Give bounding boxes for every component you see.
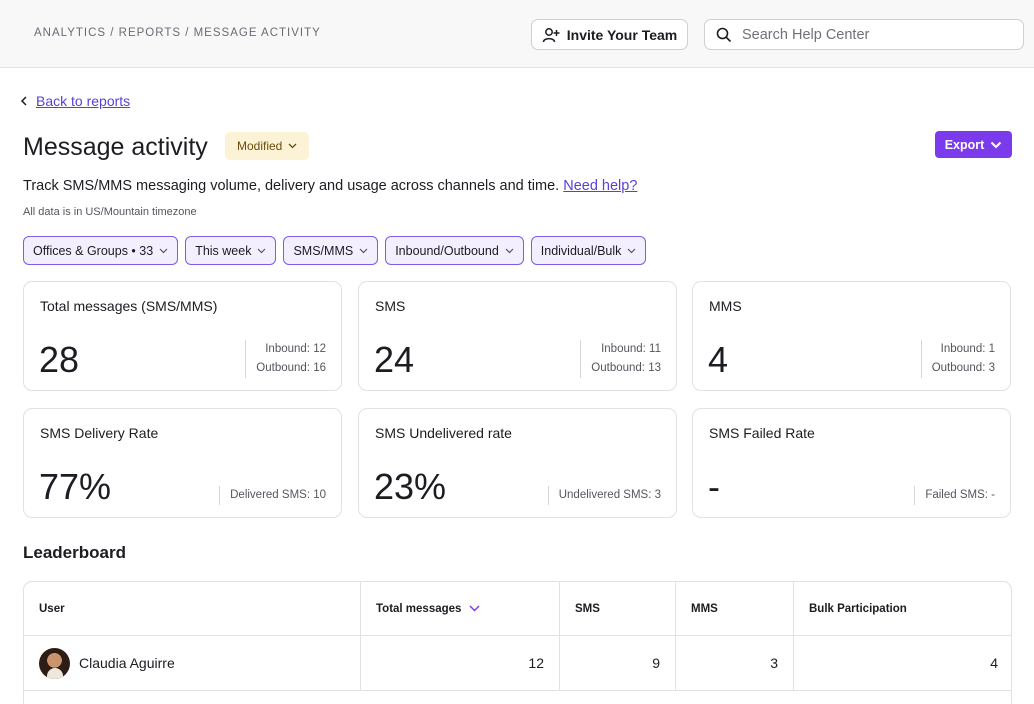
- filter-label: SMS/MMS: [293, 243, 354, 258]
- table-header-row: User Total messages SMS MMS Bulk Partici…: [24, 582, 1011, 636]
- stat-inbound: Inbound: 1: [940, 343, 995, 355]
- total-messages-cell: 12: [361, 636, 560, 690]
- stat-inbound: Inbound: 11: [601, 343, 661, 355]
- column-header-sms[interactable]: SMS: [560, 582, 676, 635]
- stat-delivered: Delivered SMS: 10: [230, 489, 326, 501]
- add-user-icon: [542, 27, 560, 42]
- table-row[interactable]: Claudia Aguirre 12 9 3 4: [24, 636, 1011, 691]
- column-header-label: Bulk Participation: [809, 602, 907, 615]
- page-description: Track SMS/MMS messaging volume, delivery…: [23, 178, 637, 194]
- description-text: Track SMS/MMS messaging volume, delivery…: [23, 178, 560, 194]
- stat-breakdown: Inbound: 1 Outbound: 3: [920, 340, 995, 378]
- stat-breakdown: Delivered SMS: 10: [219, 486, 326, 505]
- stat-label: SMS Delivery Rate: [40, 425, 159, 441]
- modified-badge[interactable]: Modified: [225, 132, 310, 160]
- stat-breakdown: Inbound: 12 Outbound: 16: [245, 340, 326, 378]
- export-label: Export: [944, 137, 985, 152]
- chevron-down-icon: [359, 248, 368, 253]
- stat-value: -: [708, 466, 720, 507]
- stat-undelivered: Undelivered SMS: 3: [558, 489, 661, 501]
- column-header-label: MMS: [691, 602, 718, 615]
- column-header-bulk-participation[interactable]: Bulk Participation: [794, 582, 1011, 635]
- stat-breakdown: Undelivered SMS: 3: [547, 486, 661, 505]
- need-help-link[interactable]: Need help?: [563, 178, 638, 194]
- stat-outbound: Outbound: 3: [931, 362, 995, 374]
- leaderboard-table: User Total messages SMS MMS Bulk Partici…: [23, 581, 1012, 704]
- filter-individual-bulk[interactable]: Individual/Bulk: [530, 236, 647, 265]
- chevron-down-icon: [288, 143, 297, 149]
- stat-label: SMS Failed Rate: [709, 425, 815, 441]
- filter-offices-groups[interactable]: Offices & Groups • 33: [23, 236, 179, 265]
- column-header-total-messages[interactable]: Total messages: [361, 582, 560, 635]
- stat-card-failed-rate: SMS Failed Rate - Failed SMS: -: [692, 408, 1011, 518]
- chevron-left-icon: [20, 96, 27, 106]
- column-header-user[interactable]: User: [24, 582, 361, 635]
- user-name: Claudia Aguirre: [79, 655, 175, 671]
- user-cell: Claudia Aguirre: [24, 636, 361, 690]
- stat-card-undelivered-rate: SMS Undelivered rate 23% Undelivered SMS…: [358, 408, 677, 518]
- modified-badge-label: Modified: [237, 139, 283, 153]
- chevron-down-icon: [991, 141, 1002, 148]
- stat-value: 23%: [374, 466, 447, 507]
- sms-cell: 9: [560, 636, 676, 690]
- stat-inbound: Inbound: 12: [265, 343, 326, 355]
- stat-outbound: Outbound: 16: [256, 362, 326, 374]
- column-header-label: Total messages: [376, 602, 462, 615]
- filter-direction[interactable]: Inbound/Outbound: [385, 236, 524, 265]
- column-header-label: User: [39, 602, 65, 615]
- stat-value: 4: [708, 339, 729, 380]
- stat-value: 77%: [39, 466, 112, 507]
- chevron-down-icon: [258, 248, 266, 253]
- stat-label: Total messages (SMS/MMS): [40, 298, 218, 314]
- chevron-down-icon: [505, 248, 514, 253]
- back-to-reports-label: Back to reports: [36, 93, 131, 109]
- filter-bar: Offices & Groups • 33 This week SMS/MMS …: [23, 236, 647, 265]
- search-icon: [716, 27, 732, 42]
- column-header-label: SMS: [575, 602, 600, 615]
- filter-label: Individual/Bulk: [540, 243, 622, 258]
- stat-label: SMS Undelivered rate: [375, 425, 512, 441]
- filter-message-type[interactable]: SMS/MMS: [283, 236, 379, 265]
- stat-card-mms: MMS 4 Inbound: 1 Outbound: 3: [692, 281, 1011, 391]
- stat-card-sms: SMS 24 Inbound: 11 Outbound: 13: [358, 281, 677, 391]
- stat-breakdown: Inbound: 11 Outbound: 13: [580, 340, 661, 378]
- invite-team-label: Invite Your Team: [566, 26, 678, 43]
- stat-outbound: Outbound: 13: [591, 362, 661, 374]
- stat-label: MMS: [709, 298, 742, 314]
- stat-card-total-messages: Total messages (SMS/MMS) 28 Inbound: 12 …: [23, 281, 342, 391]
- sort-descending-icon: [469, 605, 480, 612]
- search-input[interactable]: [742, 26, 1002, 43]
- chevron-down-icon: [627, 248, 636, 253]
- column-header-mms[interactable]: MMS: [676, 582, 794, 635]
- filter-date-range[interactable]: This week: [185, 236, 277, 265]
- chevron-down-icon: [159, 248, 168, 253]
- back-to-reports-link[interactable]: Back to reports: [20, 93, 130, 109]
- leaderboard-title: Leaderboard: [23, 543, 126, 562]
- stat-card-delivery-rate: SMS Delivery Rate 77% Delivered SMS: 10: [23, 408, 342, 518]
- stat-value: 24: [374, 339, 415, 380]
- stat-breakdown: Failed SMS: -: [914, 486, 995, 505]
- help-search[interactable]: [704, 19, 1024, 50]
- invite-team-button[interactable]: Invite Your Team: [531, 19, 688, 50]
- stat-value: 28: [39, 339, 80, 380]
- top-bar: ANALYTICS / REPORTS / MESSAGE ACTIVITY I…: [0, 0, 1034, 68]
- filter-label: Inbound/Outbound: [395, 243, 499, 258]
- avatar: [39, 647, 70, 679]
- filter-label: Offices & Groups • 33: [33, 243, 154, 258]
- breadcrumb: ANALYTICS / REPORTS / MESSAGE ACTIVITY: [34, 27, 321, 39]
- timezone-note: All data is in US/Mountain timezone: [23, 206, 197, 218]
- stat-label: SMS: [375, 298, 406, 314]
- filter-label: This week: [195, 243, 252, 258]
- stat-failed: Failed SMS: -: [925, 489, 995, 501]
- page-title: Message activity: [23, 133, 208, 161]
- export-button[interactable]: Export: [935, 131, 1012, 158]
- bulk-participation-cell: 4: [990, 655, 998, 671]
- mms-cell: 3: [676, 636, 794, 690]
